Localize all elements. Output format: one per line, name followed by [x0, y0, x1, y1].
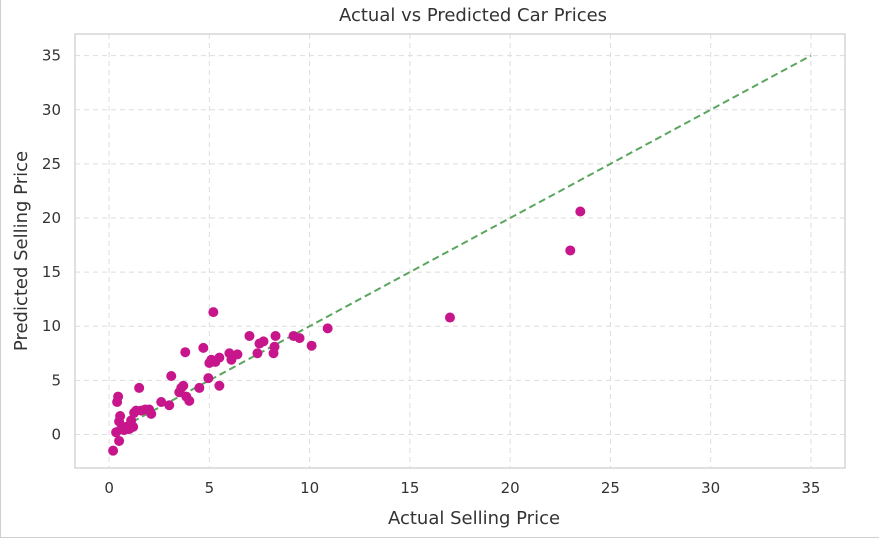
data-point [164, 400, 175, 411]
x-tick-label: 10 [300, 479, 319, 497]
data-point [244, 330, 255, 341]
data-point [232, 349, 243, 360]
data-point [294, 333, 305, 344]
data-point [134, 382, 145, 393]
x-tick-label: 20 [501, 479, 520, 497]
y-tick-label: 0 [51, 425, 61, 443]
data-point [114, 435, 125, 446]
data-point [269, 341, 280, 352]
data-point [115, 411, 126, 422]
data-point [258, 336, 269, 347]
y-tick-label: 10 [42, 317, 61, 335]
y-tick-label: 5 [51, 371, 61, 389]
data-point [180, 347, 191, 358]
data-point [565, 245, 576, 256]
y-axis-label: Predicted Selling Price [11, 151, 32, 351]
data-point [146, 408, 157, 419]
data-point [214, 352, 225, 363]
data-point [270, 330, 281, 341]
data-point [166, 371, 177, 382]
y-axis-ticks: 0 5 10 15 20 25 30 35 [42, 47, 61, 444]
data-point [444, 312, 455, 323]
x-tick-label: 0 [104, 479, 114, 497]
data-point [108, 445, 119, 456]
data-point [203, 373, 214, 384]
x-tick-label: 15 [400, 479, 419, 497]
data-point [208, 307, 219, 318]
chart-title: Actual vs Predicted Car Prices [339, 5, 607, 26]
data-point [128, 421, 139, 432]
data-point [156, 396, 167, 407]
reference-line [112, 54, 812, 434]
x-axis-label: Actual Selling Price [388, 508, 560, 529]
x-tick-label: 30 [701, 479, 720, 497]
grid [75, 34, 845, 468]
data-point [198, 342, 209, 353]
data-point [194, 382, 205, 393]
data-point [178, 380, 189, 391]
y-tick-label: 30 [42, 101, 61, 119]
data-point [322, 323, 333, 334]
data-point [575, 206, 586, 217]
x-tick-label: 35 [801, 479, 820, 497]
x-tick-label: 5 [205, 479, 215, 497]
y-tick-label: 15 [42, 263, 61, 281]
data-points [108, 206, 586, 456]
y-tick-label: 20 [42, 209, 61, 227]
plot-area [74, 33, 846, 469]
y-tick-label: 25 [42, 155, 61, 173]
data-point [113, 391, 124, 402]
data-point [214, 380, 225, 391]
data-point [252, 348, 263, 359]
y-tick-label: 35 [42, 47, 61, 65]
data-point [306, 340, 317, 351]
x-axis-ticks: 0 5 10 15 20 25 30 35 [104, 479, 820, 497]
x-tick-label: 25 [601, 479, 620, 497]
data-point [184, 395, 195, 406]
